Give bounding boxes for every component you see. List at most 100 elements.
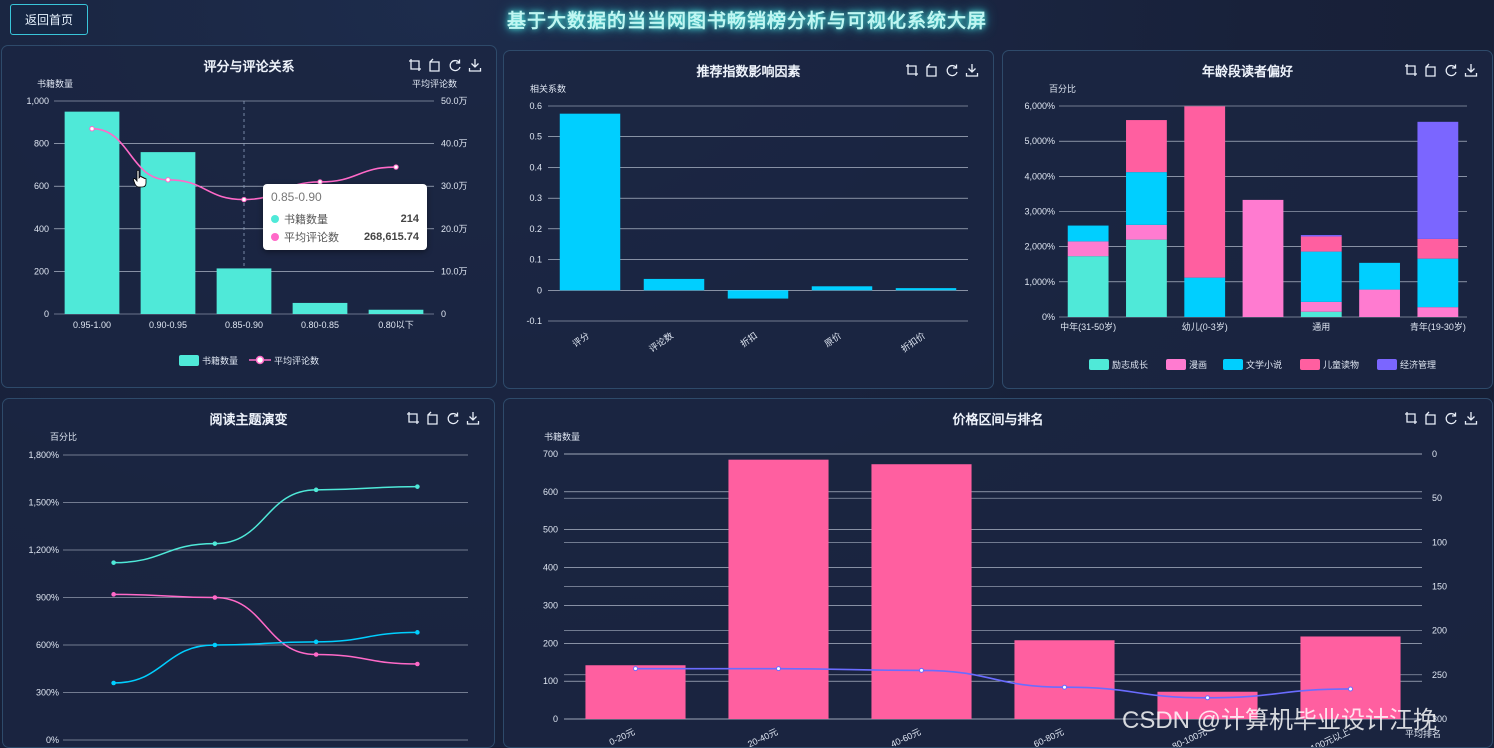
legend-label: 漫画: [1189, 359, 1207, 370]
zoom-icon[interactable]: [1404, 63, 1418, 77]
y-axis-label: 相关系数: [530, 83, 566, 94]
stacked-bar: [1126, 120, 1167, 173]
legend-swatch: [1300, 359, 1320, 370]
stacked-bar: [1300, 236, 1342, 252]
legend-label: 文学小说: [1246, 359, 1282, 370]
x-tick-label: 0.90-0.95: [149, 320, 187, 330]
refresh-icon[interactable]: [446, 411, 460, 425]
legend-label: 儿童读物: [1323, 359, 1359, 370]
undo-icon[interactable]: [1424, 411, 1438, 425]
line-point: [212, 595, 218, 600]
y-tick-label: 600: [34, 181, 49, 191]
zoom-icon[interactable]: [1404, 411, 1418, 425]
y-tick-label: 100: [543, 676, 558, 686]
zoom-icon[interactable]: [406, 411, 420, 425]
line-point: [313, 652, 319, 657]
y-axis-label: 百分比: [50, 431, 77, 442]
legend-swatch: [1377, 359, 1397, 370]
legend-label: 励志成长: [1112, 359, 1148, 370]
refresh-icon[interactable]: [1444, 63, 1458, 77]
line-point: [919, 667, 924, 673]
stacked-bar: [1242, 199, 1284, 317]
stacked-bar: [1417, 238, 1459, 259]
panel-title: 评分与评论关系: [203, 59, 295, 74]
y-tick-label: 1,200%: [28, 545, 59, 555]
download-icon[interactable]: [1464, 411, 1478, 425]
refresh-icon[interactable]: [945, 63, 959, 77]
legend-label: 经济管理: [1400, 359, 1436, 370]
bar: [871, 464, 972, 719]
x-tick-label: 青年(19-30岁): [1410, 321, 1466, 332]
refresh-icon[interactable]: [448, 58, 462, 72]
chart-toolbox: [1404, 63, 1478, 77]
legend-point: [255, 355, 265, 365]
line-point: [241, 196, 247, 203]
bar: [64, 111, 120, 315]
bar: [1300, 636, 1401, 719]
stacked-bar: [1126, 172, 1167, 225]
y2-tick-label: 100: [1432, 537, 1447, 547]
x-tick-label: 0.95-1.00: [73, 320, 111, 330]
chart-tooltip: 0.85-0.90 书籍数量 214 平均评论数 268,615.74: [263, 184, 427, 250]
x-tick-label: 通用: [1312, 322, 1330, 332]
legend-swatch: [1089, 359, 1109, 370]
panel-title: 年龄段读者偏好: [1201, 64, 1293, 79]
y-tick-label: 1,500%: [28, 498, 59, 508]
series-line: [635, 667, 1351, 699]
stacked-bar: [1300, 251, 1342, 302]
tooltip-label: 平均评论数: [284, 232, 339, 244]
y-tick-label: 4,000%: [1024, 171, 1055, 181]
line-point: [1062, 684, 1067, 690]
stacked-bar: [1067, 256, 1109, 317]
series-line: [113, 485, 418, 564]
refresh-icon[interactable]: [1444, 411, 1458, 425]
zoom-icon[interactable]: [905, 63, 919, 77]
price-chart[interactable]: 0 100 200 300 400 500 600 700 0 50 100 150 200 250 300…: [504, 399, 1493, 748]
y-tick-label: 800: [34, 139, 49, 149]
age-chart[interactable]: 0% 1,000% 2,000% 3,000% 4,000% 5,000% 6,000% 百分…: [1003, 51, 1493, 389]
x-tick-label: 原价: [823, 330, 843, 349]
recommend-factors-panel: 推荐指数影响因素 -0.1 0 0.1 0.2 0.3 0.4 0.5 0.6 相关系数 评分 评论…: [503, 50, 994, 389]
line-point: [1348, 686, 1353, 692]
line-point: [89, 125, 95, 132]
back-home-button[interactable]: 返回首页: [10, 4, 88, 35]
rating-chart[interactable]: 0 0 200 10.0万 400 20.0万 600 30.0万 800 40.0万 1,000 5…: [2, 46, 497, 388]
undo-icon[interactable]: [428, 58, 442, 72]
theme-chart[interactable]: 0% 300% 600% 900% 1,200% 1,500% 1,800% 百分比: [3, 399, 495, 748]
reading-theme-panel: 阅读主题演变 0% 300% 600% 900% 1,200% 1,500% 1,800% 百…: [2, 398, 495, 748]
age-preference-panel: 年龄段读者偏好 0% 1,000% 2,000% 3,000% 4,000% 5,000%…: [1002, 50, 1493, 389]
page-title: 基于大数据的当当网图书畅销榜分析与可视化系统大屏: [506, 11, 987, 32]
zoom-icon[interactable]: [408, 58, 422, 72]
y-tick-label: 300: [543, 600, 558, 610]
download-icon[interactable]: [965, 63, 979, 77]
stacked-bar: [1417, 258, 1459, 308]
x-tick-label: 0-20元: [608, 727, 637, 747]
y-tick-label: 0.1: [529, 255, 542, 265]
line-point: [415, 661, 420, 667]
y-tick-label: 0.4: [529, 162, 542, 172]
stacked-bar: [1359, 289, 1400, 317]
y2-tick-label: 20.0万: [441, 224, 468, 234]
legend-swatch: [179, 355, 199, 366]
legend-swatch: [1223, 359, 1243, 370]
download-icon[interactable]: [466, 411, 480, 425]
download-icon[interactable]: [1464, 63, 1478, 77]
y2-tick-label: 250: [1432, 670, 1447, 680]
y-tick-label: 2,000%: [1024, 242, 1055, 252]
undo-icon[interactable]: [426, 411, 440, 425]
download-icon[interactable]: [468, 58, 482, 72]
y-tick-label: 0: [553, 714, 558, 724]
x-tick-label: 折扣: [738, 330, 759, 349]
line-point: [415, 630, 420, 635]
watermark: CSDN @计算机毕业设计江挽: [1122, 707, 1438, 734]
price-rank-panel: 价格区间与排名 0 100 200 300 400 500 600 700 0 50 100 150 2…: [503, 398, 1493, 748]
undo-icon[interactable]: [1424, 63, 1438, 77]
bar: [216, 268, 272, 314]
panel-title: 推荐指数影响因素: [696, 64, 801, 79]
stacked-bar: [1417, 121, 1459, 239]
tooltip-row: 平均评论数 268,615.74: [271, 228, 419, 246]
line-point: [111, 592, 116, 597]
undo-icon[interactable]: [925, 63, 939, 77]
y2-tick-label: 10.0万: [441, 266, 468, 276]
